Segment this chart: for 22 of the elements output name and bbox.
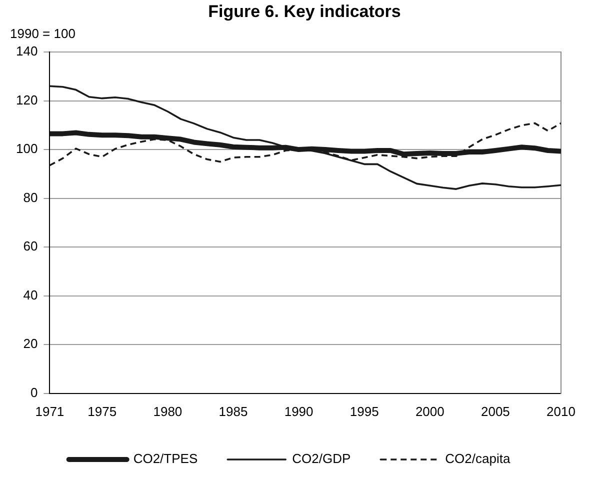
- y-tick-label: 100: [16, 141, 38, 156]
- x-tick-label: 1995: [350, 404, 379, 419]
- x-tick-label: 1975: [88, 404, 117, 419]
- chart-title: Figure 6. Key indicators: [207, 2, 402, 22]
- y-tick-label: 60: [23, 238, 38, 254]
- y-tick-label: 120: [16, 92, 38, 108]
- y-tick-label: 80: [23, 190, 38, 205]
- legend-label: CO2/capita: [445, 451, 511, 466]
- x-tick-label: 1980: [153, 404, 182, 419]
- text: 1990 = 100: [10, 26, 76, 41]
- y-tick-label: 140: [16, 44, 38, 59]
- x-tick-label: 2000: [415, 404, 444, 419]
- y-tick-label: 20: [23, 336, 38, 352]
- x-tick-label: 1985: [218, 404, 248, 419]
- x-tick-label: 1990: [284, 404, 314, 419]
- y-tick-label: 40: [23, 287, 38, 302]
- x-tick-label: 1971: [35, 404, 64, 419]
- x-tick-label: 2010: [546, 404, 576, 419]
- legend-label: CO2/TPES: [133, 451, 198, 466]
- x-tick-label: 2005: [480, 404, 510, 419]
- y-tick-label: 0: [30, 384, 38, 400]
- legend-label: CO2/GDP: [292, 451, 351, 466]
